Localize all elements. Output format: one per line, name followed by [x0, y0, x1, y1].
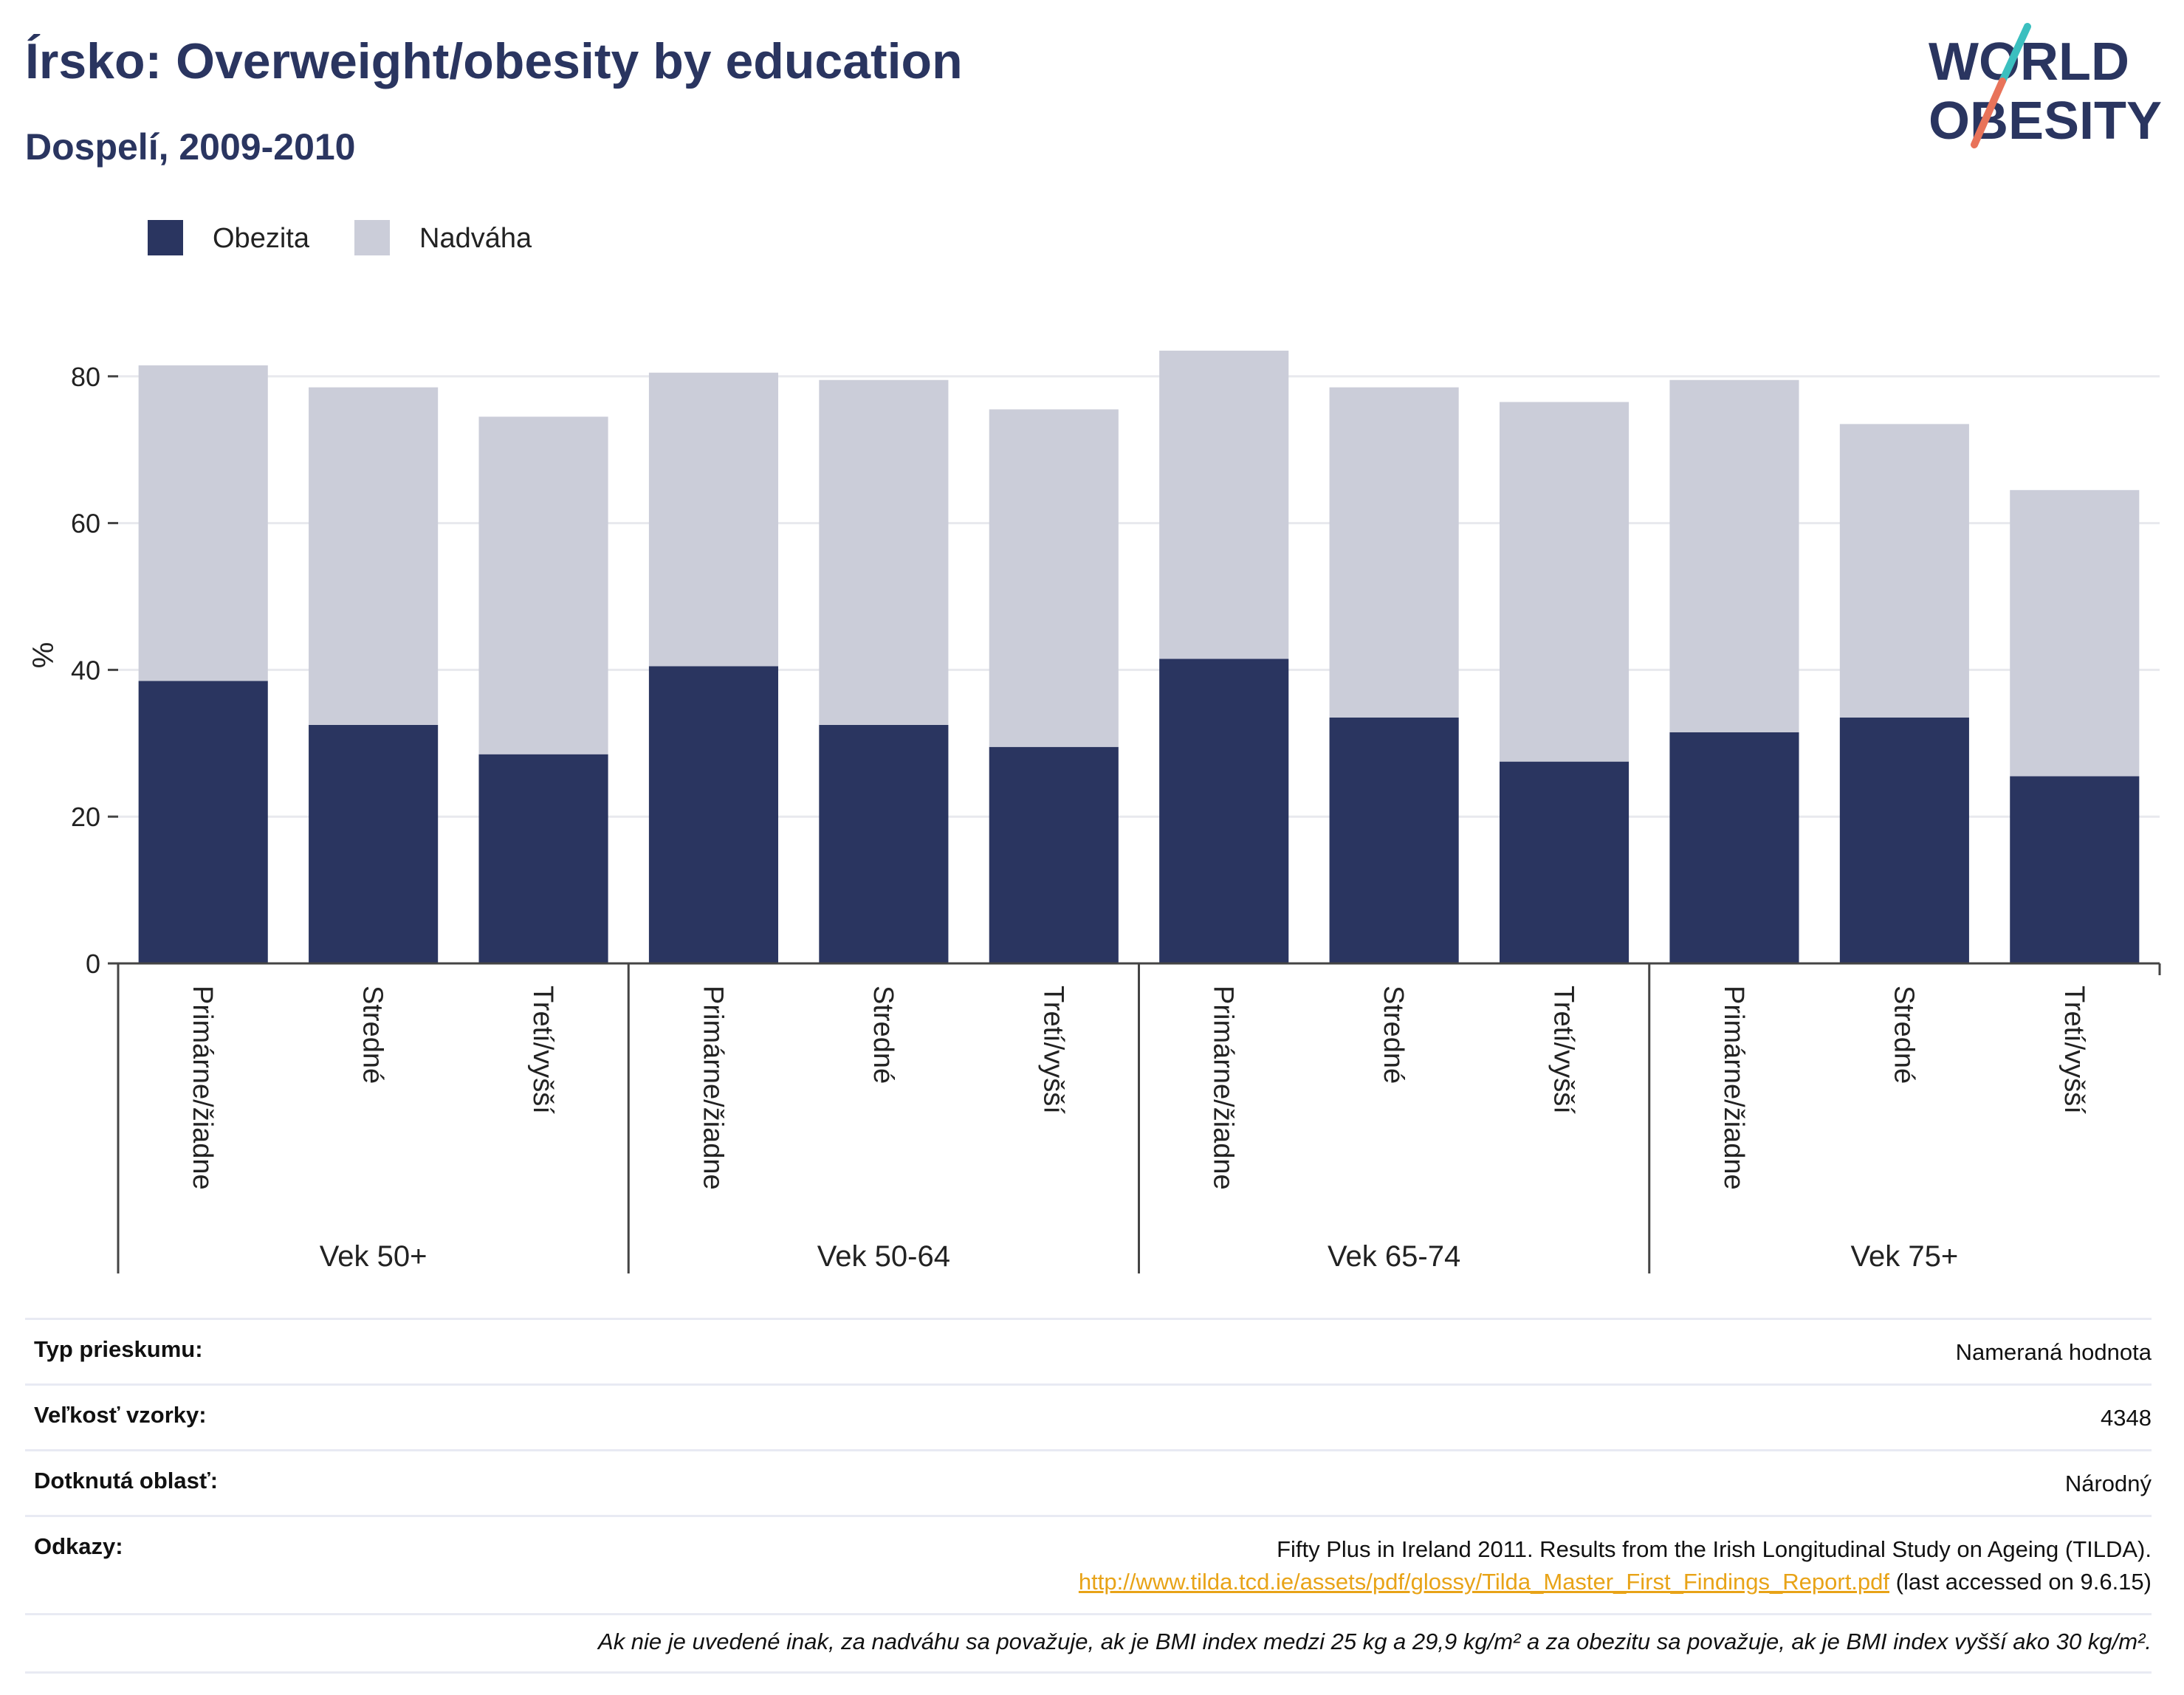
references-value: Fifty Plus in Ireland 2011. Results from…: [1079, 1533, 2152, 1598]
x-tick-label: Primárne/žiadne: [1718, 986, 1749, 1190]
x-tick-label: Tretí/vyšší: [1037, 986, 1068, 1114]
y-tick-label: 20: [71, 802, 100, 832]
x-tick-label: Primárne/žiadne: [1208, 986, 1239, 1190]
bar-segment: [309, 724, 439, 963]
legend-swatch: [148, 220, 183, 255]
sample-size-value: 4348: [2101, 1405, 2152, 1431]
bar-segment: [819, 379, 949, 725]
y-tick-label: 0: [86, 949, 100, 979]
stacked-bar-chart: 0 20 40 60 80% Obezita Nadváha Primárne/žiadne S…: [27, 220, 2161, 1273]
survey-type-row: Typ prieskumu: Nameraná hodnota: [25, 1318, 2152, 1383]
bar-segment: [1329, 717, 1459, 963]
bar-segment: [1329, 387, 1459, 718]
bar-segment: [648, 666, 779, 963]
x-tick-label: Stredné: [1378, 986, 1409, 1084]
references-row: Odkazy: Fifty Plus in Ireland 2011. Resu…: [25, 1515, 2152, 1613]
y-axis-label: %: [27, 642, 60, 669]
bar-segment: [138, 681, 268, 963]
bar-segment: [1159, 659, 1289, 963]
sample-size-label: Veľkosť vzorky:: [34, 1402, 207, 1428]
bar-segment: [1499, 402, 1630, 762]
bar-segment: [1839, 424, 1969, 718]
y-tick-label: 80: [71, 362, 100, 392]
bar-segment: [819, 724, 949, 963]
x-tick-label: Tretí/vyšší: [527, 986, 558, 1114]
bar-segment: [478, 754, 608, 963]
bar-segment: [1669, 379, 1799, 732]
legend-label: Obezita: [213, 223, 310, 254]
y-tick-label: 40: [71, 655, 100, 685]
references-text: Fifty Plus in Ireland 2011. Results from…: [1277, 1536, 2152, 1562]
area-row: Dotknutá oblasť: Národný: [25, 1449, 2152, 1515]
group-label: Vek 50+: [320, 1240, 427, 1273]
bar-segment: [309, 387, 439, 725]
group-label: Vek 75+: [1851, 1240, 1959, 1273]
bar-segment: [1499, 761, 1630, 963]
x-tick-label: Primárne/žiadne: [697, 986, 728, 1190]
bar-segment: [2010, 776, 2140, 963]
x-tick-label: Primárne/žiadne: [187, 986, 218, 1190]
area-value: Národný: [2064, 1471, 2152, 1496]
bar-segment: [2010, 489, 2140, 777]
logo-slash-top: [1999, 23, 2031, 85]
chart-subtitle: Dospelí, 2009-2010: [25, 126, 356, 168]
bar-segment: [138, 365, 268, 681]
x-tick-label: Stredné: [357, 986, 388, 1084]
bar-segment: [1159, 350, 1289, 659]
group-label: Vek 50-64: [817, 1240, 950, 1273]
logo-slash-bottom: [1971, 78, 2006, 148]
logo-line1: WORLD: [1929, 32, 2129, 92]
legend-swatch: [354, 220, 390, 255]
survey-type-value: Nameraná hodnota: [1955, 1339, 2152, 1365]
world-obesity-logo: WORLD OBESITY: [1929, 23, 2162, 151]
group-label: Vek 65-74: [1328, 1240, 1460, 1273]
x-tick-label: Stredné: [868, 986, 899, 1084]
chart-title: Írsko: Overweight/obesity by education: [25, 33, 963, 89]
bar-segment: [989, 746, 1119, 963]
bar-segment: [989, 409, 1119, 747]
logo-line2: OBESITY: [1929, 92, 2162, 151]
bar-segment: [478, 416, 608, 754]
sample-size-row: Veľkosť vzorky: 4348: [25, 1383, 2152, 1449]
area-label: Dotknutá oblasť:: [34, 1468, 219, 1493]
bar-segment: [1839, 717, 1969, 963]
x-tick-label: Tretí/vyšší: [1548, 986, 1579, 1114]
references-link[interactable]: http://www.tilda.tcd.ie/assets/pdf/gloss…: [1078, 1569, 1890, 1595]
x-tick-label: Tretí/vyšší: [2058, 986, 2089, 1114]
survey-type-label: Typ prieskumu:: [34, 1336, 203, 1362]
legend-label: Nadváha: [419, 223, 532, 254]
y-tick-label: 60: [71, 509, 100, 539]
bar-segment: [648, 372, 779, 667]
references-label: Odkazy:: [34, 1533, 123, 1559]
bmi-footnote: Ak nie je uvedené inak, za nadváhu sa po…: [25, 1613, 2152, 1674]
bar-segment: [1669, 732, 1799, 963]
info-table: Typ prieskumu: Nameraná hodnota Veľkosť …: [25, 1318, 2152, 1674]
x-tick-label: Stredné: [1888, 986, 1919, 1084]
references-accessed: (last accessed on 9.6.15): [1889, 1569, 2152, 1595]
